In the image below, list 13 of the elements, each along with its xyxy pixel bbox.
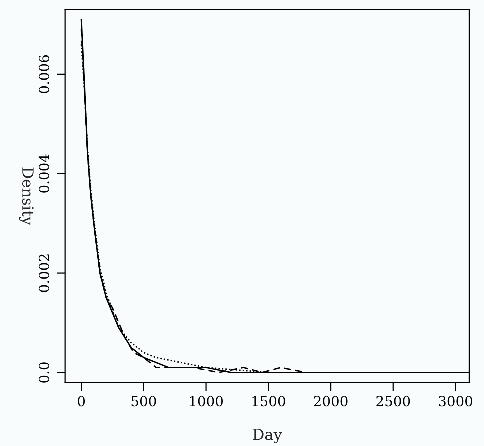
x-tick-label: 1500 [252, 396, 286, 407]
y-axis-title: Density [19, 168, 34, 226]
x-axis-title: Day [253, 429, 282, 444]
x-tick-label: 1000 [190, 396, 224, 407]
y-tick-label: 0.004 [38, 154, 50, 193]
x-tick-label: 0 [78, 396, 86, 407]
x-tick-label: 2500 [376, 396, 410, 407]
x-tick-label: 2000 [314, 396, 348, 407]
x-tick-label: 500 [132, 396, 156, 407]
y-tick-label: 0.006 [38, 55, 50, 94]
y-tick-label: 0.0 [38, 362, 50, 383]
x-tick-label: 3000 [439, 396, 473, 407]
y-tick-label: 0.002 [38, 254, 50, 292]
